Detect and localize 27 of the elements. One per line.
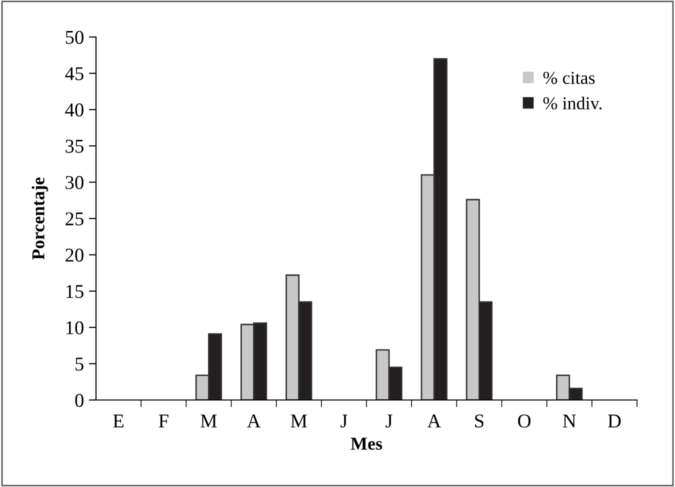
x-tick-label: M [200,414,217,428]
y-tick-label: 50 [66,30,84,44]
x-tick-label: F [158,414,168,428]
x-tick-label: J [386,414,392,428]
y-tick-label: 15 [66,285,84,298]
y-tick-label: 0 [75,394,84,407]
x-tick-label: A [427,414,442,428]
y-tick-label: 45 [65,67,84,80]
x-tick-label: O [518,414,531,428]
legend-label: % citas [543,72,595,84]
y-tick-label: 20 [66,248,84,262]
y-tick-label: 30 [66,176,84,190]
y-tick-label: 40 [65,103,84,117]
y-tick-label: 10 [66,321,84,334]
y-axis-title: Porcentaje [32,178,48,260]
x-tick-label: D [608,414,621,428]
y-tick-label: 35 [66,140,84,153]
legend-label: % indiv. [543,96,602,110]
x-tick-label: A [246,414,261,428]
x-tick-label: J [340,414,348,428]
x-tick-label: S [475,414,484,428]
x-tick-label: N [562,414,576,428]
x-tick-label: E [113,414,124,428]
y-tick-label: 5 [76,358,84,371]
y-tick-label: 25 [66,212,84,226]
x-tick-label: M [290,414,307,428]
x-axis-title: Mes [350,438,382,450]
